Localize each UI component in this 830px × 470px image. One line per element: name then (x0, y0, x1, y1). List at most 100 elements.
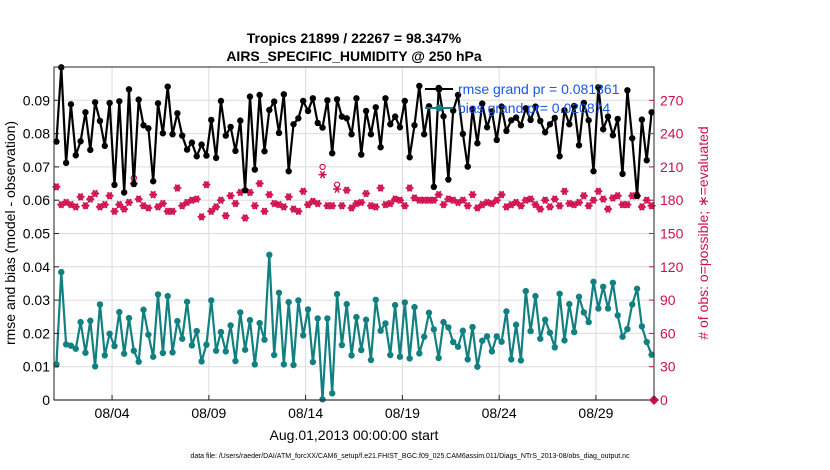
bias-point (449, 338, 457, 346)
rmse-point (53, 138, 60, 145)
bias-point (266, 251, 273, 259)
obs-evaluated-stroke (615, 191, 621, 200)
rmse-point (72, 152, 79, 159)
rmse-point (275, 129, 283, 137)
y2-tick-label: 180 (660, 192, 684, 208)
bias-point (82, 349, 89, 356)
obs-evaluated-stroke (329, 201, 335, 210)
obs-evaluated-stroke (629, 191, 635, 200)
rmse-point (87, 146, 94, 154)
rmse-point (130, 180, 138, 188)
obs-evaluated-stroke (194, 195, 200, 203)
bias-point (280, 361, 288, 368)
y-tick-label: 0.02 (23, 325, 50, 341)
rmse-point (217, 97, 225, 105)
obs-evaluated-stroke (165, 207, 171, 216)
bias-point (522, 287, 529, 295)
rmse-point (149, 178, 157, 185)
rmse-point (512, 114, 520, 121)
obs-evaluated-stroke (68, 200, 74, 209)
bias-point (619, 333, 626, 340)
bias-point (188, 342, 196, 349)
bias-point (353, 313, 360, 321)
x-tick-label: 08/19 (385, 405, 420, 421)
bias-point (503, 308, 510, 315)
obs-evaluated-point (381, 200, 390, 209)
rmse-point (324, 97, 331, 104)
rmse-point (77, 138, 84, 145)
obs-evaluated-stroke (271, 199, 277, 208)
bias-point (483, 333, 491, 340)
obs-evaluated-point (400, 201, 409, 210)
obs-evaluated-stroke (111, 207, 118, 216)
obs-evaluated-point (405, 184, 414, 192)
obs-evaluated-stroke (53, 183, 60, 191)
obs-evaluated-point (250, 201, 259, 210)
obs-evaluated-stroke (189, 196, 195, 205)
obs-evaluated-point (342, 186, 351, 195)
obs-evaluated-stroke (406, 184, 413, 192)
obs-evaluated-stroke (532, 200, 539, 209)
rmse-point (537, 117, 544, 125)
obs-evaluated-point (434, 190, 443, 199)
rmse-point (280, 91, 288, 98)
obs-evaluated-point (270, 199, 279, 208)
bias-point (232, 357, 239, 365)
y-tick-label: 0 (42, 392, 50, 408)
bias-point (285, 298, 292, 306)
obs-evaluated-stroke (136, 195, 142, 203)
rmse-point (595, 84, 602, 91)
obs-evaluated-stroke (484, 198, 490, 207)
obs-evaluated-point (255, 179, 264, 188)
bias-point (372, 296, 379, 303)
obs-evaluated-stroke (218, 196, 224, 205)
rmse-point (154, 100, 162, 107)
bias-point (488, 348, 496, 355)
chart-title-line1: Tropics 21899 / 22267 = 98.347% (247, 30, 462, 46)
chart-title-line2: AIRS_SPECIFIC_HUMIDITY @ 250 hPa (226, 48, 482, 64)
rmse-point (120, 189, 128, 196)
obs-evaluated-stroke (460, 196, 466, 205)
obs-evaluated-point (125, 198, 133, 207)
x-tick-label: 08/29 (578, 405, 613, 421)
obs-evaluated-stroke (542, 196, 548, 205)
obs-evaluated-point (86, 195, 95, 203)
obs-evaluated-stroke (416, 196, 422, 205)
legend: rmse grand pr = 0.081361 bias grand pr= … (425, 81, 620, 116)
obs-evaluated-point (560, 187, 569, 196)
obs-evaluated-stroke (556, 201, 563, 210)
rmse-point (532, 103, 539, 110)
bias-point (459, 327, 467, 334)
rmse-point (401, 97, 409, 105)
rmse-point (420, 131, 428, 138)
obs-evaluated-stroke (648, 201, 655, 210)
obs-evaluated-stroke (82, 201, 89, 210)
obs-evaluated-stroke (363, 189, 369, 198)
bias-point (585, 318, 592, 326)
obs-evaluated-point (439, 200, 448, 209)
obs-evaluated-stroke (494, 196, 500, 205)
rmse-point (474, 140, 481, 147)
bias-point (527, 327, 534, 335)
rmse-point (561, 107, 568, 114)
obs-evaluated-point (637, 203, 646, 211)
rmse-point (290, 121, 297, 128)
rmse-point (619, 170, 626, 178)
obs-possible-point (333, 181, 341, 188)
rmse-point (91, 99, 99, 106)
bias-point (270, 351, 278, 359)
obs-evaluated-stroke (281, 203, 287, 211)
bias-point (179, 335, 186, 342)
obs-evaluated-stroke (518, 201, 524, 210)
obs-evaluated-point (541, 196, 550, 205)
y-tick-label: 0.04 (23, 259, 50, 275)
rmse-point (648, 109, 655, 116)
obs-evaluated-stroke (310, 197, 316, 206)
bias-point (517, 357, 525, 364)
y-tick-label: 0.06 (23, 192, 50, 208)
rmse-point (498, 103, 505, 110)
legend-bias-marker (435, 104, 443, 112)
bias-point (580, 309, 588, 316)
obs-evaluated-stroke (547, 203, 553, 211)
bias-point (362, 316, 370, 323)
